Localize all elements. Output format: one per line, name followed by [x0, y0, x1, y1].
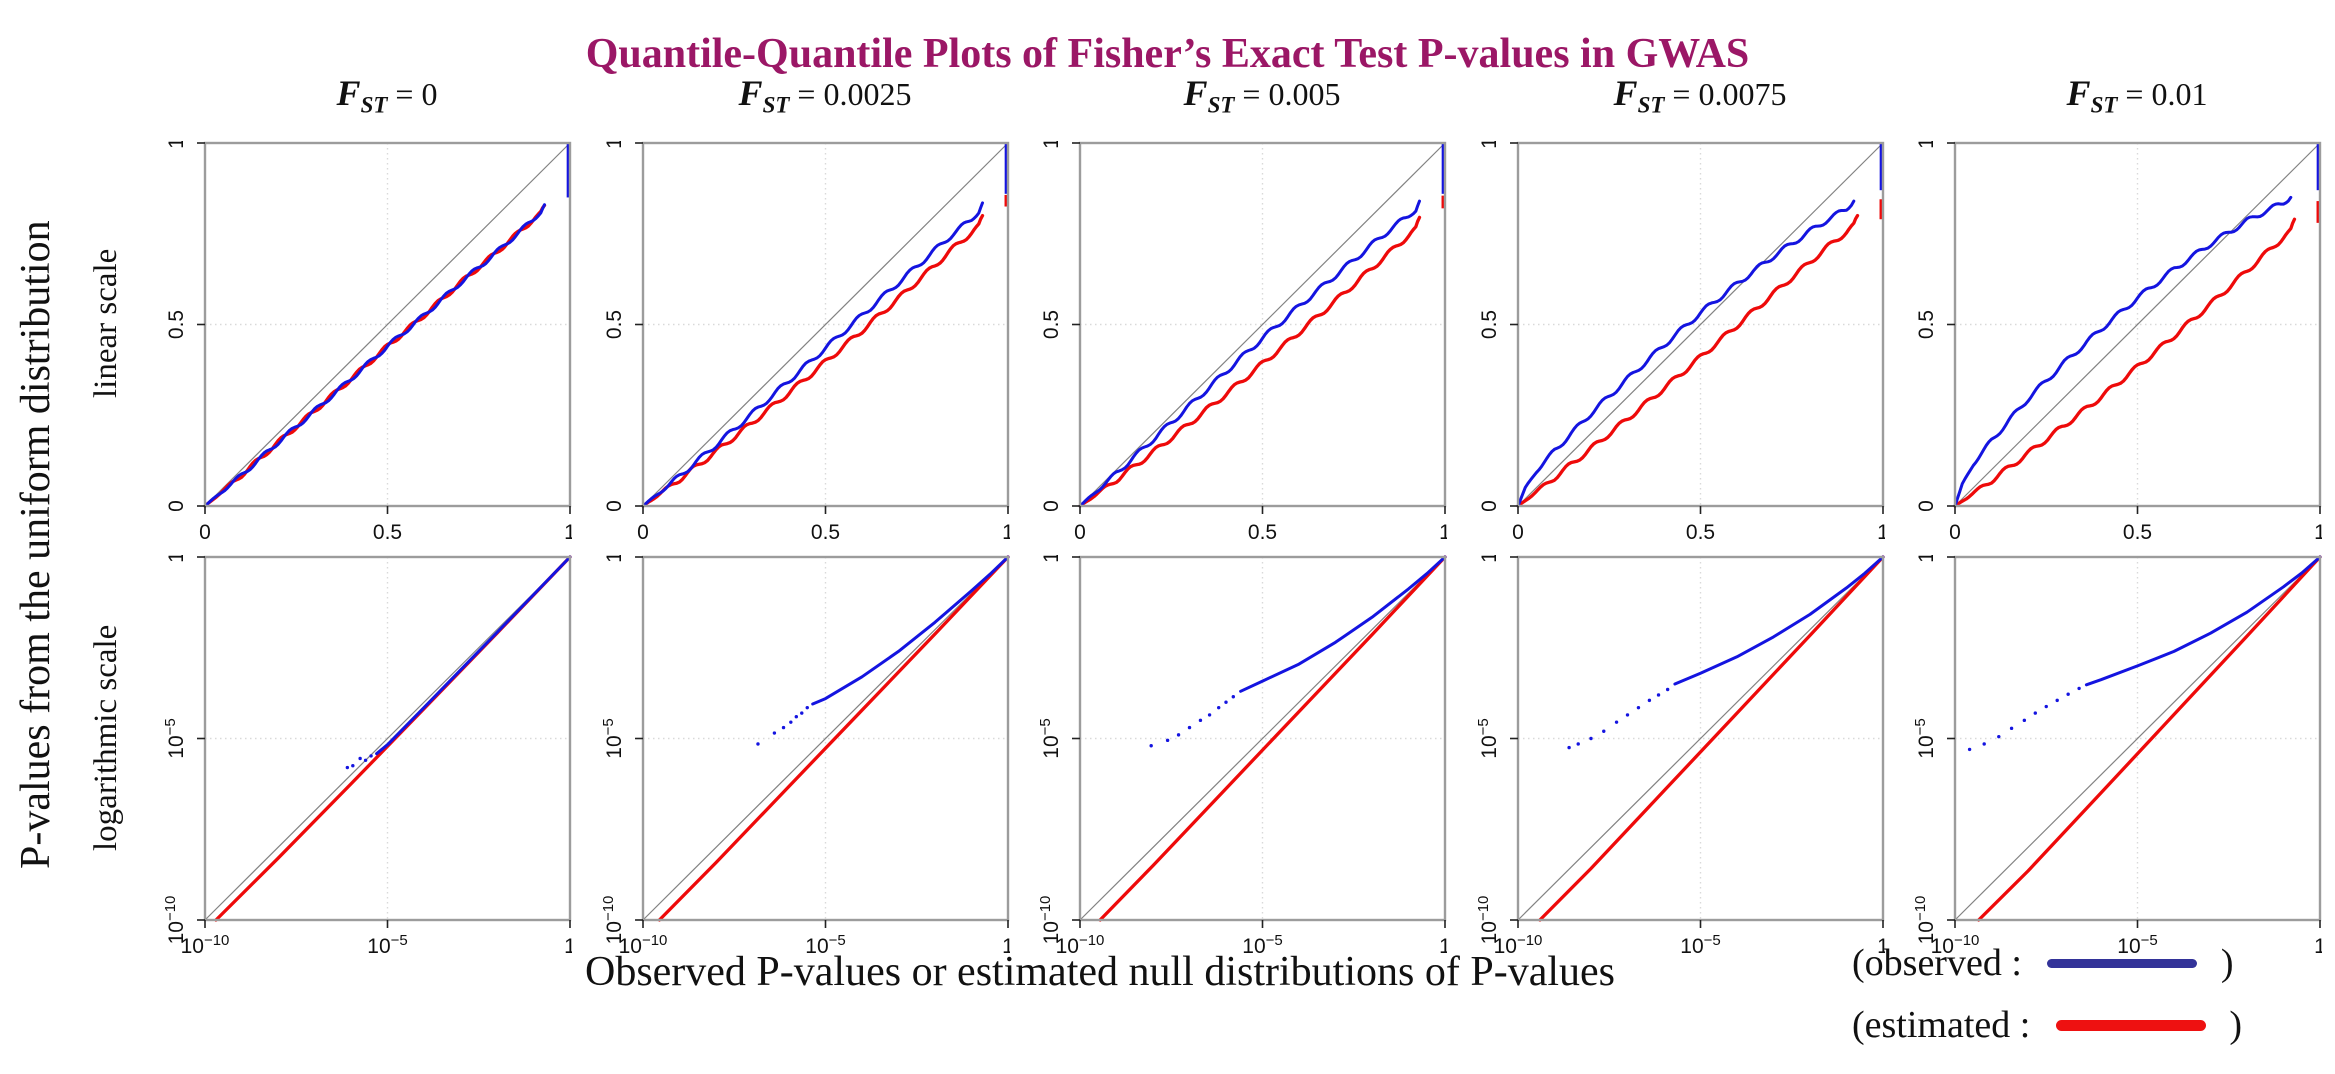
qq-plot-log-fst-0.0025: 10−10 10−5 1 10−10 10−5 1 — [573, 551, 1014, 958]
svg-text:1: 1 — [1478, 141, 1501, 149]
svg-text:10−10: 10−10 — [1037, 896, 1063, 945]
qq-plot-linear-fst-0.0025: 0 0.5 1 0 0.5 1 — [573, 137, 1014, 544]
svg-text:10−5: 10−5 — [2117, 932, 2157, 957]
svg-text:0.5: 0.5 — [1478, 310, 1501, 339]
svg-text:10−10: 10−10 — [1056, 932, 1105, 957]
column-header-fst-0.0075: FST = 0.0075 — [1613, 73, 1787, 118]
legend-observed-label: (observed : — [1852, 942, 2032, 984]
legend-observed-close: ) — [2211, 942, 2234, 984]
svg-text:0: 0 — [1512, 521, 1524, 543]
qq-plot-log-fst-0.01: 10−10 10−5 1 10−10 10−5 1 — [1885, 551, 2326, 958]
svg-text:0: 0 — [165, 500, 188, 512]
svg-text:1: 1 — [564, 521, 572, 543]
svg-text:0.5: 0.5 — [1915, 310, 1938, 339]
svg-text:0.5: 0.5 — [373, 521, 402, 543]
svg-text:1: 1 — [564, 935, 572, 957]
qq-plot-linear-fst-0.0075: 0 0.5 1 0 0.5 1 — [1448, 137, 1889, 544]
svg-text:1: 1 — [1002, 521, 1010, 543]
column-header-fst-0.01: FST = 0.01 — [2066, 73, 2208, 118]
svg-text:0: 0 — [1949, 521, 1961, 543]
svg-text:10−5: 10−5 — [1475, 718, 1501, 758]
svg-text:10−10: 10−10 — [1475, 896, 1501, 945]
svg-text:0.5: 0.5 — [1040, 310, 1063, 339]
svg-text:0.5: 0.5 — [810, 521, 839, 543]
row-label-linear-scale: linear scale — [88, 248, 124, 399]
figure-title: Quantile-Quantile Plots of Fisher’s Exac… — [585, 31, 1750, 78]
column-header-fst-0.005: FST = 0.005 — [1183, 73, 1341, 118]
svg-text:0.5: 0.5 — [165, 310, 188, 339]
column-header-fst-0: FST = 0 — [336, 73, 438, 118]
legend: (observed : ) (estimated : ) — [1852, 932, 2334, 1056]
qq-plot-linear-fst-0: 0 0.5 1 0 0.5 1 — [135, 137, 576, 544]
svg-text:0: 0 — [199, 521, 211, 543]
svg-text:0.5: 0.5 — [2123, 521, 2152, 543]
x-axis-label: Observed P-values or estimated null dist… — [584, 949, 1615, 995]
svg-text:0: 0 — [1040, 500, 1063, 512]
legend-item-observed: (observed : ) — [1852, 932, 2334, 994]
legend-observed-line-swatch — [2047, 958, 2198, 968]
svg-text:1: 1 — [1915, 141, 1938, 149]
qq-plot-log-fst-0: 10−10 10−5 1 10−10 10−5 1 — [135, 551, 576, 958]
svg-text:0.5: 0.5 — [603, 310, 626, 339]
svg-text:1: 1 — [1040, 141, 1063, 149]
row-label-logarithmic-scale: logarithmic scale — [88, 624, 124, 851]
legend-estimated-label: (estimated : — [1852, 1004, 2040, 1046]
svg-text:1: 1 — [2314, 935, 2322, 957]
svg-text:10−5: 10−5 — [1037, 718, 1063, 758]
svg-text:1: 1 — [1439, 935, 1447, 957]
legend-estimated-line-swatch — [2055, 1019, 2206, 1031]
column-header-fst-0.0025: FST = 0.0025 — [738, 73, 912, 118]
svg-text:0: 0 — [1915, 500, 1938, 512]
svg-text:0: 0 — [637, 521, 649, 543]
svg-text:1: 1 — [1040, 555, 1063, 563]
qq-plot-linear-fst-0.005: 0 0.5 1 0 0.5 1 — [1010, 137, 1451, 544]
svg-text:0: 0 — [603, 500, 626, 512]
svg-text:1: 1 — [603, 555, 626, 563]
qq-plot-log-fst-0.005: 10−10 10−5 1 10−10 10−5 1 — [1010, 551, 1451, 958]
qq-plot-linear-fst-0.01: 0 0.5 1 0 0.5 1 — [1885, 137, 2326, 544]
svg-text:10−5: 10−5 — [162, 718, 188, 758]
svg-text:1: 1 — [1478, 555, 1501, 563]
svg-text:1: 1 — [1877, 935, 1885, 957]
y-axis-outer-label: P-values from the uniform distribution — [13, 220, 59, 870]
svg-text:0: 0 — [1478, 500, 1501, 512]
svg-text:1: 1 — [1915, 555, 1938, 563]
svg-text:10−5: 10−5 — [1912, 718, 1938, 758]
svg-text:1: 1 — [165, 141, 188, 149]
svg-text:1: 1 — [1439, 521, 1447, 543]
svg-text:1: 1 — [1877, 521, 1885, 543]
svg-text:1: 1 — [2314, 521, 2322, 543]
svg-text:0.5: 0.5 — [1685, 521, 1714, 543]
svg-text:10−5: 10−5 — [600, 718, 626, 758]
svg-text:1: 1 — [1002, 935, 1010, 957]
svg-text:1: 1 — [603, 141, 626, 149]
qq-plot-log-fst-0.0075: 10−10 10−5 1 10−10 10−5 1 — [1448, 551, 1889, 958]
svg-text:1: 1 — [165, 555, 188, 563]
legend-item-estimated: (estimated : ) — [1852, 994, 2334, 1056]
legend-estimated-close: ) — [2219, 1004, 2242, 1046]
svg-text:0.5: 0.5 — [1248, 521, 1277, 543]
svg-text:10−10: 10−10 — [162, 896, 188, 945]
svg-text:0: 0 — [1074, 521, 1086, 543]
svg-text:10−10: 10−10 — [600, 896, 626, 945]
